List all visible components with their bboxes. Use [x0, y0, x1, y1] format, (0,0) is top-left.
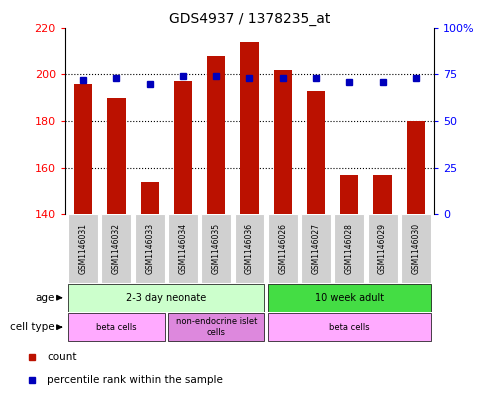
Text: percentile rank within the sample: percentile rank within the sample: [47, 375, 223, 385]
Text: count: count: [47, 352, 77, 362]
Bar: [107, 97, 126, 214]
Text: age: age: [35, 293, 55, 303]
Bar: [368, 214, 398, 283]
Text: GSM1146026: GSM1146026: [278, 223, 287, 274]
Bar: [373, 174, 392, 214]
Text: beta cells: beta cells: [329, 323, 370, 332]
Bar: [68, 214, 98, 283]
Bar: [340, 174, 358, 214]
Bar: [235, 214, 264, 283]
Text: GSM1146028: GSM1146028: [345, 223, 354, 274]
Bar: [135, 214, 165, 283]
Bar: [401, 214, 431, 283]
Text: 2-3 day neonate: 2-3 day neonate: [126, 293, 207, 303]
Text: GSM1146034: GSM1146034: [179, 223, 188, 274]
Bar: [268, 214, 298, 283]
Text: cell type: cell type: [10, 322, 55, 332]
Bar: [268, 284, 431, 312]
Text: GSM1146027: GSM1146027: [311, 223, 320, 274]
Bar: [174, 81, 192, 214]
Bar: [334, 214, 364, 283]
Bar: [307, 90, 325, 214]
Bar: [201, 214, 231, 283]
Text: GSM1146031: GSM1146031: [79, 223, 88, 274]
Bar: [168, 214, 198, 283]
Bar: [101, 214, 131, 283]
Text: beta cells: beta cells: [96, 323, 137, 332]
Text: GSM1146029: GSM1146029: [378, 223, 387, 274]
Text: GSM1146032: GSM1146032: [112, 223, 121, 274]
Bar: [241, 42, 258, 214]
Text: GSM1146035: GSM1146035: [212, 223, 221, 274]
Bar: [74, 83, 92, 214]
Bar: [141, 182, 159, 214]
Text: 10 week adult: 10 week adult: [315, 293, 384, 303]
Bar: [168, 313, 264, 341]
Bar: [301, 214, 331, 283]
Text: GSM1146030: GSM1146030: [411, 223, 420, 274]
Bar: [68, 313, 165, 341]
Text: GSM1146036: GSM1146036: [245, 223, 254, 274]
Title: GDS4937 / 1378235_at: GDS4937 / 1378235_at: [169, 13, 330, 26]
Bar: [273, 70, 292, 214]
Text: non-endocrine islet
cells: non-endocrine islet cells: [176, 318, 257, 337]
Bar: [407, 121, 425, 214]
Bar: [207, 55, 226, 214]
Bar: [268, 313, 431, 341]
Bar: [68, 284, 264, 312]
Text: GSM1146033: GSM1146033: [145, 223, 154, 274]
